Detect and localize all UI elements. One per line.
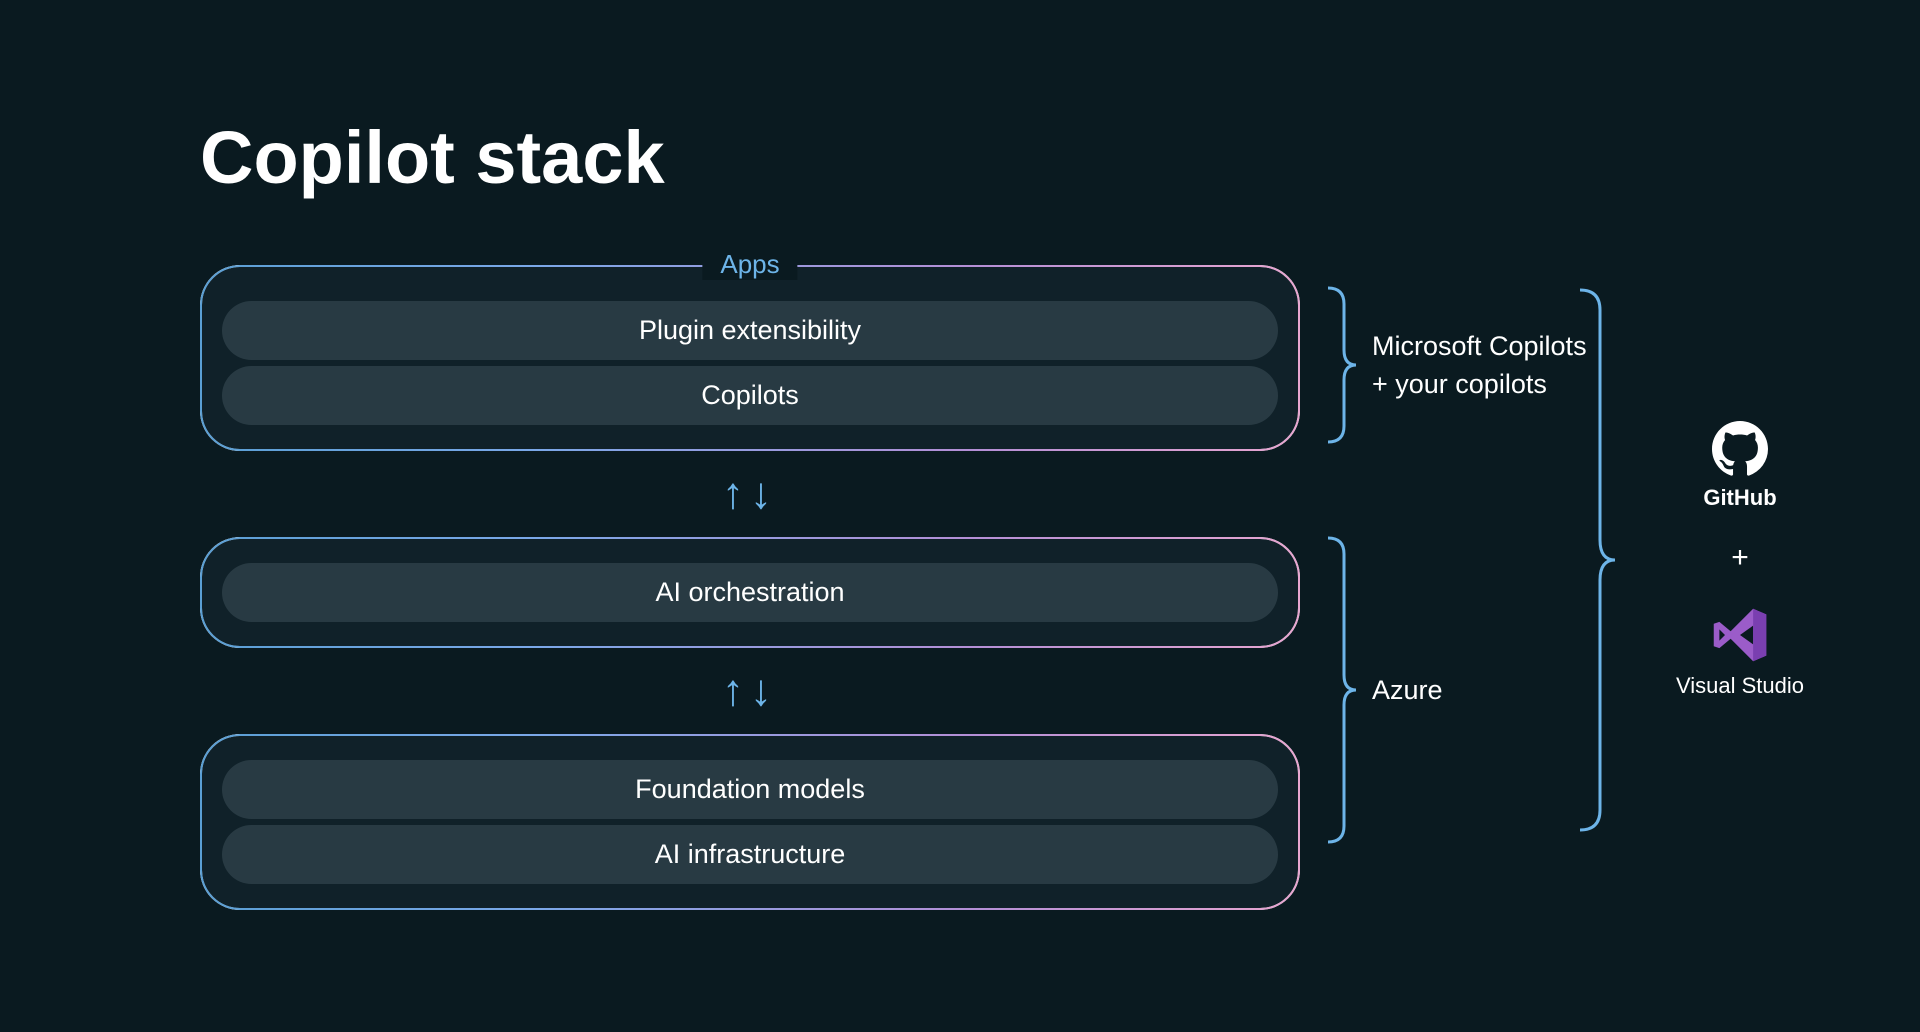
github-icon [1712, 421, 1768, 477]
visualstudio-icon [1710, 605, 1770, 665]
page-title: Copilot stack [200, 115, 665, 200]
layer-apps: Apps Plugin extensibility Copilots [200, 265, 1300, 451]
tool-label: GitHub [1703, 485, 1776, 511]
tools-bracket [1570, 280, 1620, 840]
layer-orchestration: AI orchestration [200, 537, 1300, 648]
pill-foundation-models: Foundation models [222, 760, 1278, 819]
tool-github: GitHub [1703, 421, 1776, 511]
arrows-icon: ↑↓ [200, 648, 1300, 734]
pill-ai-orchestration: AI orchestration [222, 563, 1278, 622]
pill-ai-infrastructure: AI infrastructure [222, 825, 1278, 884]
plus-separator: + [1731, 541, 1749, 575]
tool-label: Visual Studio [1676, 673, 1804, 699]
pill-copilots: Copilots [222, 366, 1278, 425]
stack-diagram: Apps Plugin extensibility Copilots ↑↓ AI… [200, 265, 1300, 910]
tools-list: GitHub + Visual Studio [1640, 280, 1840, 840]
bracket-text: Azure [1372, 672, 1572, 710]
layer-foundation: Foundation models AI infrastructure [200, 734, 1300, 910]
tool-visualstudio: Visual Studio [1676, 605, 1804, 699]
pill-plugin-extensibility: Plugin extensibility [222, 301, 1278, 360]
layer-label-apps: Apps [702, 249, 797, 280]
arrows-icon: ↑↓ [200, 451, 1300, 537]
